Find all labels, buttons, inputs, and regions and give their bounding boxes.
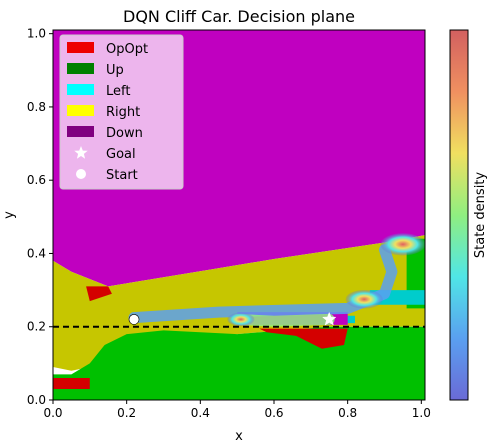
chart-title: DQN Cliff Car. Decision plane [123,7,355,26]
density-hotspot-1 [345,289,383,309]
legend-left-label: Left [106,84,130,99]
legend-down-label: Down [106,126,143,141]
y-tick-label: 1.0 [27,27,46,41]
density-hotspot-2 [227,312,255,327]
colorbar-scale [449,29,469,401]
y-tick-label: 0.0 [27,393,46,407]
legend-up-label: Up [106,63,124,78]
legend-down-swatch [67,126,94,137]
start-marker [128,314,140,325]
x-tick-label: 1.0 [412,406,431,420]
density-hotspot-0 [380,233,425,256]
region-opopt-6 [259,328,348,349]
legend-opopt-label: OpOpt [106,42,148,57]
legend-right-label: Right [106,105,140,120]
x-tick-label: 0.8 [338,406,357,420]
x-tick-label: 0.0 [43,406,62,420]
y-tick-label: 0.8 [27,100,46,114]
region-opopt-4 [53,378,90,389]
x-tick-label: 0.6 [264,406,283,420]
x-axis-ticks: 0.0 0.2 0.4 0.6 0.8 1.0 [43,400,431,420]
legend-goal-marker [74,146,88,159]
legend-goal-label: Goal [106,147,136,162]
x-axis-label: x [235,429,243,444]
y-axis-ticks: 0.0 0.2 0.4 0.6 0.8 1.0 [27,27,53,407]
y-tick-label: 0.2 [27,320,46,334]
goal-marker [321,311,337,326]
legend-right-swatch [67,105,94,116]
legend: OpOpt Up Left Right Down Goal Start [59,34,184,190]
legend-start-label: Start [106,168,138,183]
x-tick-label: 0.2 [117,406,136,420]
state-density [128,233,425,327]
colorbar-label: State density [473,172,488,259]
legend-up-swatch [67,63,94,74]
legend-left-swatch [67,84,94,95]
region-opopt-5 [86,286,112,302]
y-tick-label: 0.4 [27,246,46,260]
y-tick-label: 0.6 [27,173,46,187]
x-tick-label: 0.4 [191,406,210,420]
legend-opopt-swatch [67,42,94,53]
y-axis-label: y [2,211,17,219]
plot-frame [52,29,426,401]
legend-start-marker [76,169,86,179]
colorbar: State density [449,29,488,401]
